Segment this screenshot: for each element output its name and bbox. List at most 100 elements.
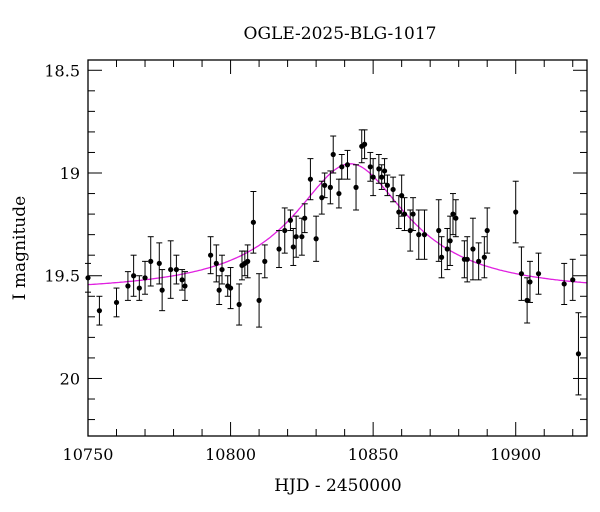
data-marker	[250, 219, 256, 225]
data-marker	[381, 168, 388, 174]
data-point	[398, 174, 405, 217]
data-marker	[353, 184, 359, 190]
data-marker	[367, 164, 373, 170]
data-point	[276, 230, 283, 269]
data-point	[526, 260, 533, 303]
data-marker	[384, 182, 390, 188]
data-point	[344, 149, 351, 180]
data-marker	[464, 256, 470, 262]
data-point	[244, 244, 251, 279]
data-marker	[245, 258, 251, 264]
data-marker	[570, 277, 576, 283]
data-marker	[330, 151, 336, 158]
data-marker	[179, 277, 185, 283]
data-point	[293, 215, 300, 258]
data-point	[353, 164, 360, 211]
data-marker	[339, 164, 345, 170]
data-point	[330, 135, 337, 174]
data-point	[378, 164, 385, 190]
data-point	[452, 199, 459, 238]
data-marker	[173, 266, 179, 273]
data-marker	[182, 283, 188, 289]
data-marker	[561, 281, 567, 287]
data-marker	[287, 217, 294, 223]
data-marker	[290, 244, 296, 250]
data-point	[207, 236, 214, 275]
data-point	[227, 267, 234, 310]
data-marker	[527, 279, 533, 285]
data-point	[475, 242, 482, 281]
data-marker	[484, 227, 490, 234]
data-marker	[282, 227, 288, 234]
model-curve	[87, 163, 588, 286]
data-marker	[376, 166, 382, 172]
data-marker	[219, 266, 225, 273]
data-point	[370, 158, 377, 197]
data-marker	[401, 211, 408, 217]
data-point	[435, 199, 442, 262]
data-marker	[410, 211, 416, 217]
data-point	[307, 158, 314, 201]
y-tick-label: 19	[60, 164, 80, 183]
x-axis-ticks: 10750 10800 10850 10900	[63, 60, 574, 464]
data-point	[384, 174, 391, 197]
data-point	[464, 236, 471, 283]
data-marker	[113, 299, 120, 306]
y-tick-label: 20	[60, 369, 80, 388]
data-point	[213, 244, 220, 283]
data-marker	[136, 285, 142, 291]
data-marker	[236, 301, 242, 308]
data-point	[236, 283, 243, 326]
data-point	[301, 203, 308, 234]
data-point	[287, 209, 294, 232]
data-marker	[131, 273, 137, 279]
data-marker	[148, 258, 154, 264]
data-point	[438, 236, 445, 279]
data-point	[298, 217, 305, 256]
y-tick-label: 19.5	[44, 267, 80, 286]
data-point	[447, 215, 454, 266]
data-marker	[390, 186, 396, 193]
data-point	[313, 215, 320, 262]
data-point	[415, 209, 422, 260]
data-marker	[227, 285, 234, 291]
data-marker	[399, 193, 405, 199]
data-marker	[518, 271, 525, 277]
data-point	[179, 269, 186, 291]
data-point	[250, 190, 257, 254]
data-point	[216, 275, 223, 306]
data-marker	[142, 275, 148, 281]
data-point	[173, 254, 180, 285]
x-tick-label: 10900	[490, 445, 541, 464]
data-point	[395, 195, 402, 229]
data-point	[535, 252, 542, 295]
data-marker	[302, 215, 308, 221]
data-marker	[293, 234, 299, 240]
data-point	[512, 180, 519, 244]
data-marker	[299, 234, 305, 240]
data-point	[290, 227, 297, 266]
data-point	[167, 240, 174, 299]
data-point	[338, 154, 345, 180]
x-tick-label: 10750	[63, 445, 114, 464]
data-point	[449, 193, 456, 236]
data-point	[147, 236, 154, 287]
data-point	[327, 170, 334, 205]
data-marker	[370, 174, 376, 180]
data-marker	[575, 351, 582, 357]
data-marker	[436, 227, 442, 234]
y-axis-label: I magnitude	[10, 196, 30, 300]
data-point	[219, 254, 226, 285]
data-point	[410, 197, 417, 232]
data-point	[159, 269, 166, 312]
x-tick-label: 10800	[205, 445, 256, 464]
data-marker	[453, 215, 459, 221]
data-point	[481, 236, 488, 279]
data-marker	[322, 182, 328, 188]
data-point	[375, 154, 382, 184]
data-point	[113, 287, 120, 318]
data-marker	[256, 297, 262, 303]
data-marker	[379, 174, 385, 180]
data-marker	[416, 232, 422, 238]
data-marker	[513, 209, 519, 215]
